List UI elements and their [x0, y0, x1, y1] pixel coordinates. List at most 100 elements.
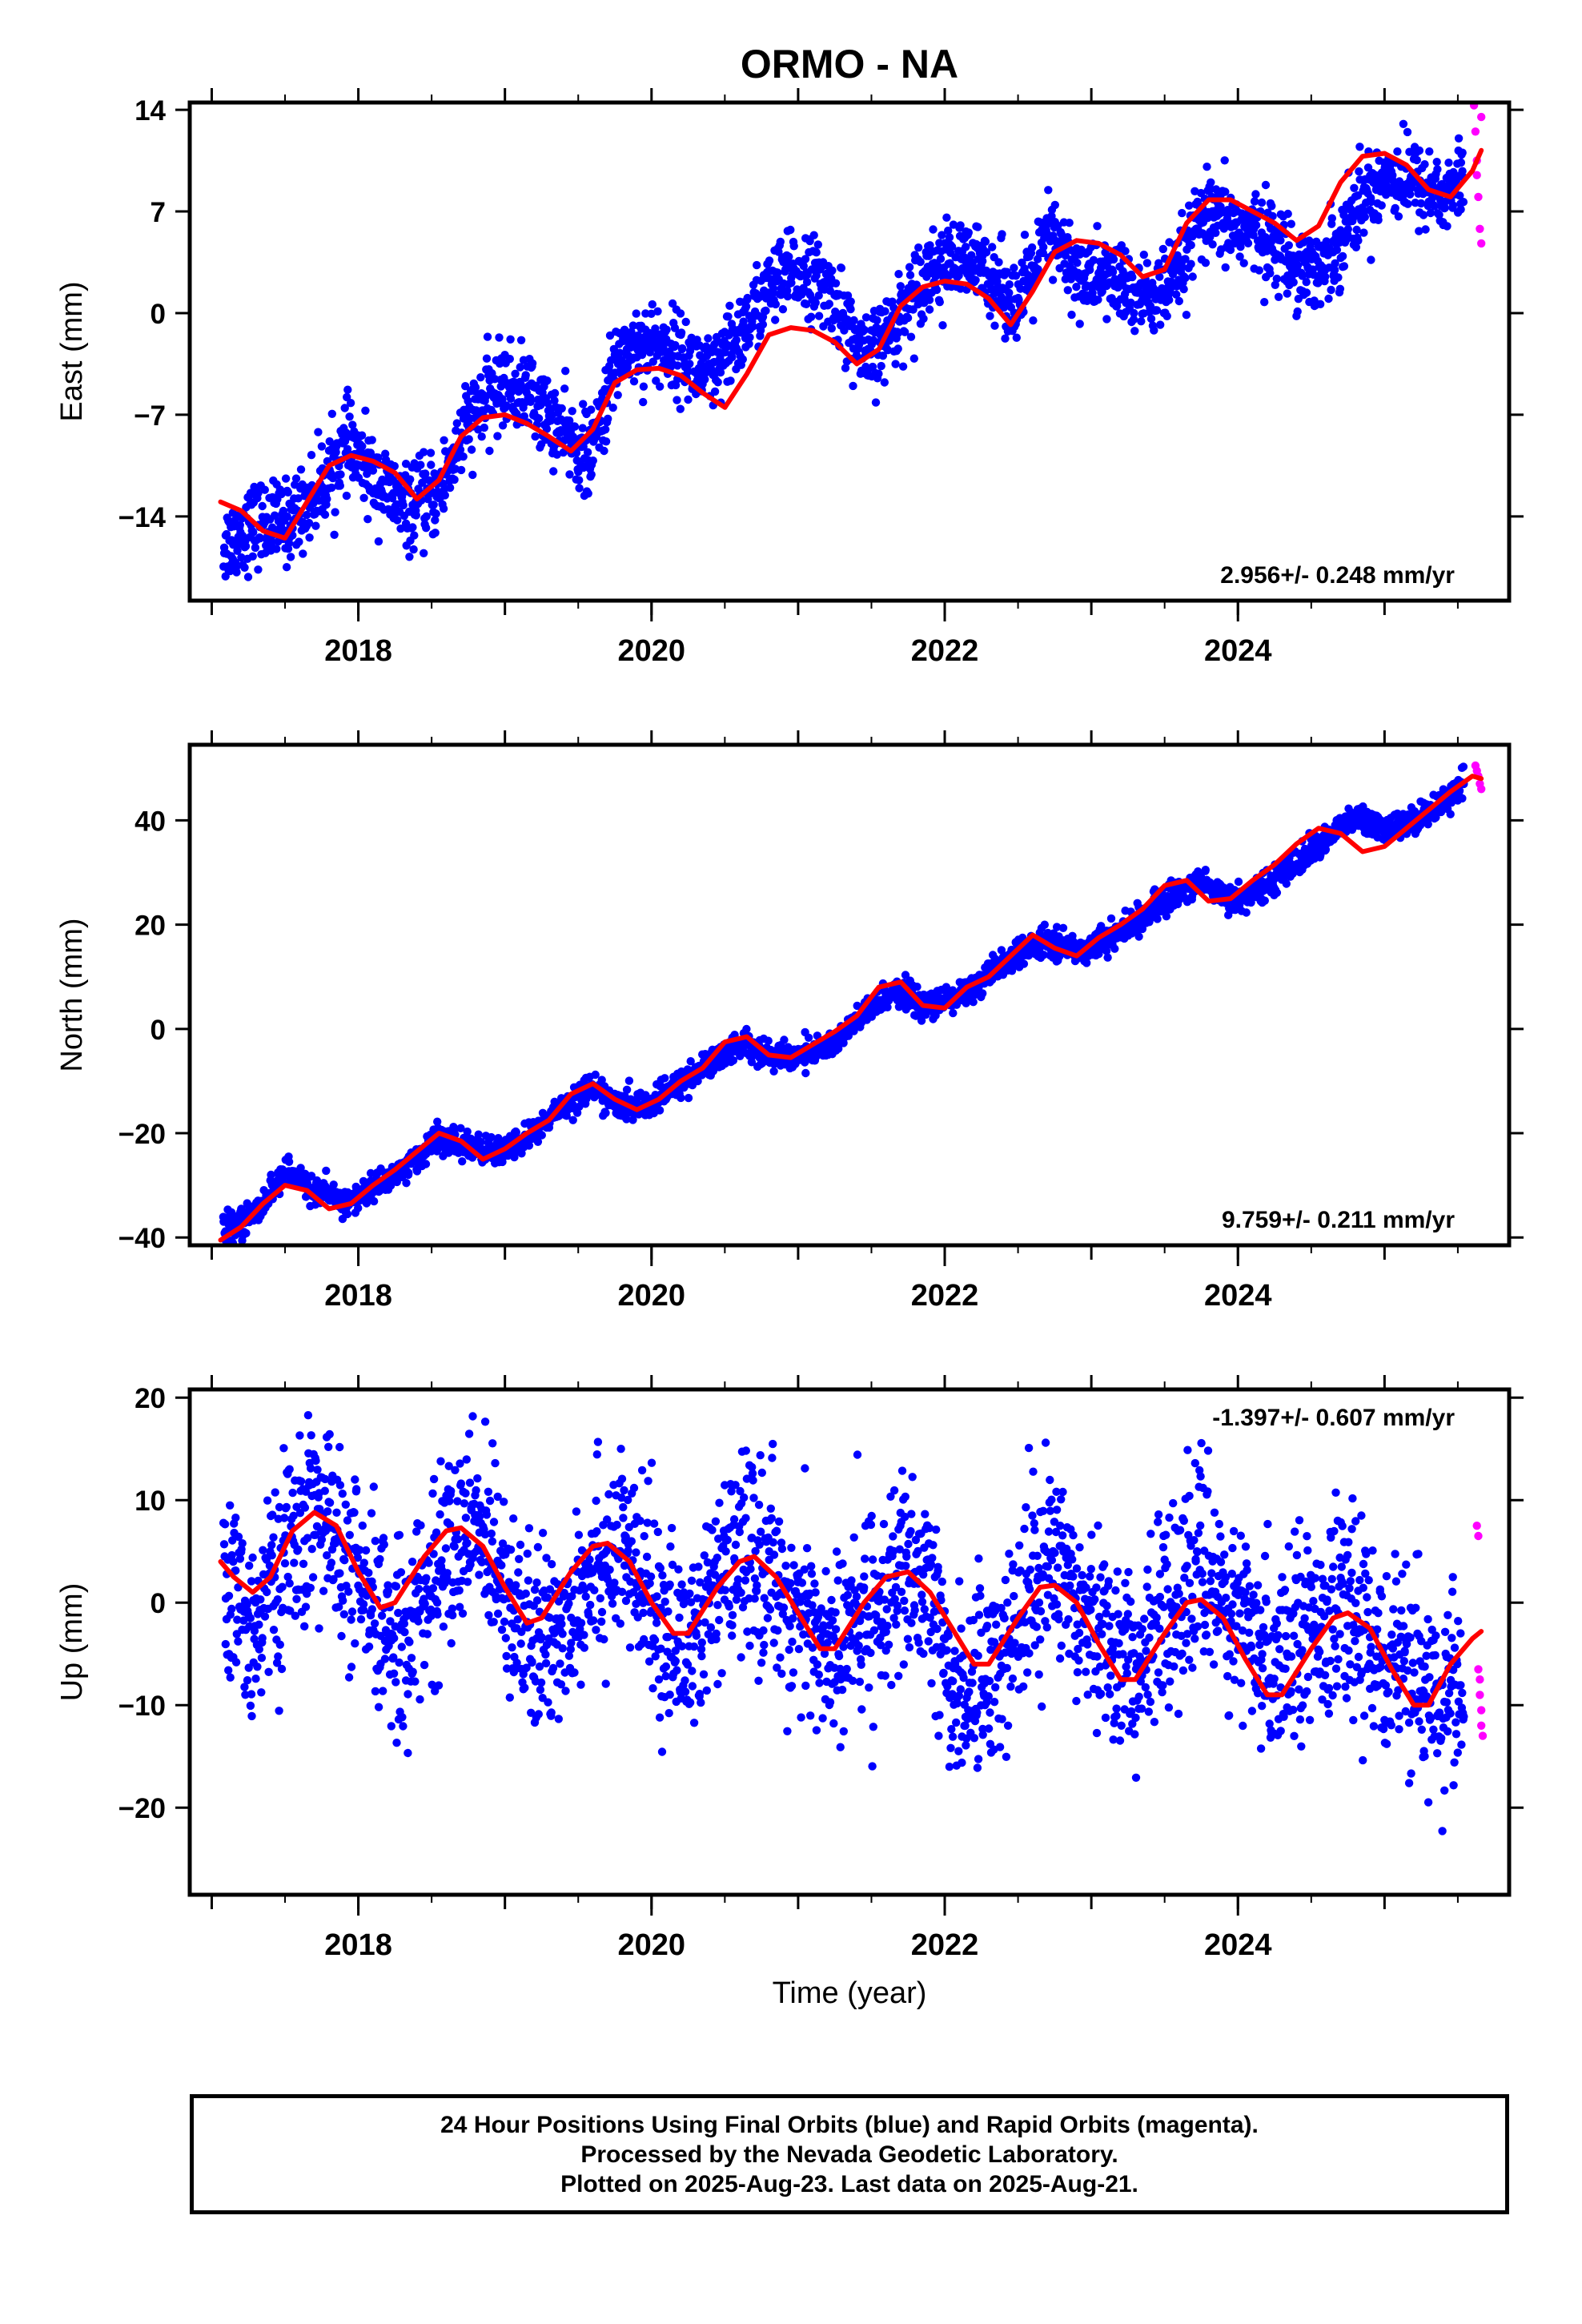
final-orbit-point: [1415, 227, 1423, 235]
final-orbit-point: [849, 316, 858, 325]
final-orbit-point: [1130, 327, 1139, 336]
final-orbit-point: [587, 470, 596, 479]
final-orbit-point: [345, 412, 354, 421]
final-orbit-point: [329, 1180, 338, 1189]
final-orbit-point: [1234, 877, 1243, 887]
final-orbit-point: [1274, 292, 1283, 301]
final-orbit-point: [1403, 199, 1412, 208]
final-orbit-point: [1261, 180, 1271, 190]
final-orbit-point: [505, 355, 514, 364]
final-orbit-point: [1352, 225, 1361, 235]
final-orbit-point: [894, 270, 903, 279]
plot-area: [218, 761, 1486, 1245]
final-orbit-point: [956, 284, 965, 293]
final-orbit-point: [552, 450, 561, 459]
final-orbit-point: [240, 563, 249, 572]
final-orbits-series: [219, 762, 1468, 1245]
final-orbit-point: [294, 494, 303, 503]
final-orbit-point: [809, 231, 818, 239]
final-orbit-point: [1158, 244, 1168, 254]
final-orbit-point: [256, 533, 265, 543]
final-orbit-point: [464, 435, 473, 444]
final-orbit-point: [670, 324, 680, 332]
final-orbit-point: [550, 396, 559, 405]
final-orbit-point: [284, 1157, 294, 1167]
final-orbit-point: [1034, 265, 1042, 274]
final-orbit-point: [742, 1024, 751, 1034]
final-orbit-point: [440, 491, 449, 500]
final-orbit-point: [1322, 237, 1331, 246]
final-orbit-point: [307, 451, 316, 460]
final-orbit-point: [429, 501, 438, 509]
rapid-orbit-point: [1474, 192, 1483, 202]
final-orbit-point: [432, 509, 440, 518]
final-orbit-point: [622, 1085, 632, 1095]
final-orbit-point: [320, 510, 330, 519]
final-orbit-point: [1072, 283, 1081, 292]
final-orbit-point: [1327, 285, 1335, 295]
final-orbit-point: [628, 1116, 637, 1124]
final-orbit-point: [801, 300, 811, 308]
final-orbit-point: [1110, 944, 1119, 953]
final-orbit-point: [1302, 278, 1311, 287]
final-orbit-point: [542, 424, 552, 433]
final-orbit-point: [860, 325, 869, 335]
final-orbit-point: [560, 384, 569, 393]
final-orbit-point: [476, 373, 485, 382]
final-orbit-point: [367, 436, 376, 444]
final-orbit-point: [401, 460, 411, 468]
final-orbit-point: [363, 469, 371, 478]
final-orbit-point: [511, 369, 520, 378]
final-orbit-point: [1001, 334, 1010, 343]
final-orbit-point: [374, 453, 383, 462]
final-orbit-point: [483, 332, 492, 341]
final-orbit-point: [516, 336, 526, 344]
final-orbit-point: [668, 299, 677, 308]
final-orbit-point: [769, 284, 778, 293]
final-orbit-point: [1339, 211, 1348, 219]
final-orbit-point: [974, 223, 982, 231]
final-orbit-point: [296, 465, 306, 474]
final-orbit-point: [883, 1003, 892, 1012]
final-orbit-point: [390, 461, 399, 471]
final-orbit-point: [1421, 225, 1430, 234]
final-orbit-point: [1162, 912, 1171, 921]
final-orbit-point: [1020, 231, 1030, 239]
final-orbit-point: [1061, 251, 1070, 260]
final-orbit-point: [254, 489, 263, 497]
final-orbit-point: [1005, 280, 1014, 289]
final-orbit-point: [357, 431, 367, 440]
final-orbit-point: [942, 213, 951, 222]
final-orbit-point: [1412, 155, 1422, 165]
final-orbit-point: [645, 348, 654, 357]
final-orbit-point: [461, 382, 470, 391]
final-orbit-point: [588, 456, 597, 465]
final-orbit-point: [1444, 159, 1453, 167]
final-orbit-point: [406, 475, 415, 484]
final-orbit-point: [286, 553, 295, 561]
final-orbit-point: [1255, 266, 1264, 275]
final-orbit-point: [1067, 310, 1076, 320]
final-orbit-point: [1331, 259, 1339, 267]
final-orbit-point: [1134, 932, 1143, 941]
final-orbit-point: [498, 395, 507, 404]
final-orbit-point: [1094, 296, 1102, 304]
final-orbit-point: [1097, 922, 1106, 931]
final-orbit-point: [1108, 267, 1118, 276]
final-orbit-point: [243, 573, 253, 581]
final-orbit-point: [745, 340, 753, 348]
final-orbit-point: [661, 1074, 669, 1083]
final-orbit-point: [248, 552, 257, 561]
final-orbit-point: [1359, 228, 1368, 237]
final-orbit-point: [258, 501, 267, 511]
final-orbit-point: [1284, 241, 1294, 250]
plot-area: [218, 103, 1486, 581]
final-orbit-point: [811, 298, 820, 308]
final-orbit-point: [878, 352, 888, 360]
final-orbit-point: [1327, 214, 1337, 223]
final-orbit-point: [358, 442, 367, 451]
y-tick-label: 7: [151, 197, 166, 228]
final-orbit-point: [1415, 146, 1424, 155]
final-orbit-point: [506, 394, 516, 403]
